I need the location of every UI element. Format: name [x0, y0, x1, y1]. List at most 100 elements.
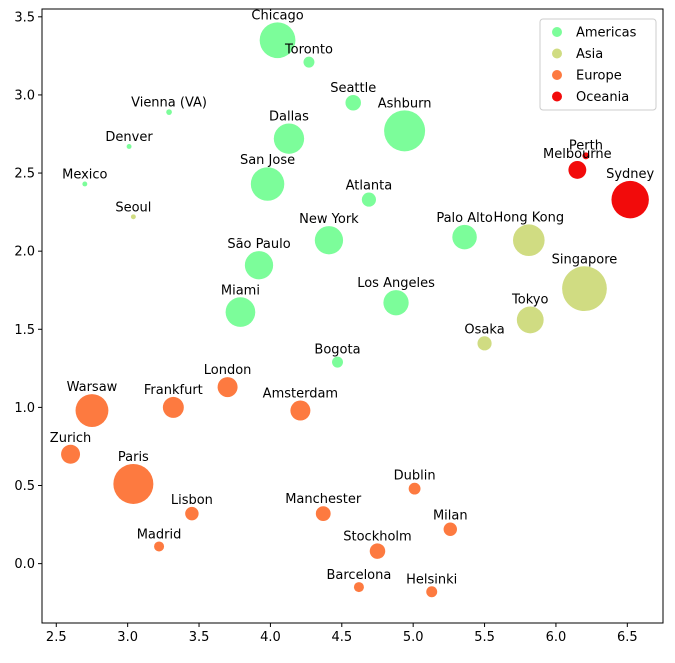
legend-marker-asia	[552, 48, 562, 59]
point-label-zurich: Zurich	[50, 431, 92, 446]
point-label-hong-kong: Hong Kong	[493, 210, 564, 225]
point-denver	[126, 144, 132, 149]
point-atlanta	[361, 192, 376, 207]
point-label-warsaw: Warsaw	[67, 380, 118, 395]
point-barcelona	[353, 582, 364, 593]
point-tokyo	[516, 306, 544, 334]
point-helsinki	[426, 586, 438, 598]
y-axis: 0.0 0.5 1.0 1.5 2.0 2.5 3.0 3.5	[14, 10, 42, 572]
point-madrid	[154, 541, 165, 552]
point-label-mexico: Mexico	[62, 168, 107, 183]
point-london	[217, 377, 238, 398]
point-mexico	[82, 181, 88, 187]
point-osaka	[477, 336, 492, 351]
point-label-ashburn: Ashburn	[378, 96, 432, 111]
point-frankfurt	[162, 396, 184, 418]
point-label-new-york: New York	[299, 212, 359, 227]
y-tick-label: 1.0	[14, 401, 35, 416]
point-chicago	[259, 22, 296, 59]
point-milan	[443, 522, 457, 536]
point-label-san-jose: San Jose	[240, 153, 295, 168]
y-tick-label: 3.0	[14, 88, 35, 103]
point-label-sydney: Sydney	[606, 167, 654, 182]
legend-label-asia: Asia	[576, 47, 603, 62]
point-label-dallas: Dallas	[269, 110, 309, 125]
point-palo-alto	[452, 224, 477, 250]
legend: Americas Asia Europe Oceania	[539, 18, 657, 111]
legend-marker-americas	[552, 27, 562, 37]
point-label-madrid: Madrid	[137, 527, 182, 542]
point-los-angeles	[383, 290, 409, 316]
point-label-london: London	[204, 363, 252, 378]
point-label-atlanta: Atlanta	[346, 179, 393, 194]
point-zurich	[61, 444, 81, 464]
point-label-frankfurt: Frankfurt	[144, 383, 203, 398]
legend-marker-europe	[552, 70, 562, 80]
point-label-toronto: Toronto	[284, 43, 333, 58]
point-seattle	[345, 94, 361, 111]
y-tick-label: 0.0	[14, 557, 35, 572]
point-new-york	[314, 226, 344, 255]
x-axis: 2.5 3.0 3.5 4.0 4.5 5.0 5.5 6.0 6.5	[46, 623, 638, 645]
point-label-bogota: Bogota	[314, 343, 360, 358]
y-tick-label: 3.5	[14, 10, 35, 25]
point-dublin	[408, 482, 421, 495]
point-perth	[582, 152, 590, 160]
x-tick-label: 4.5	[331, 630, 352, 645]
legend-box	[539, 18, 657, 111]
point-san-jose	[250, 167, 285, 201]
point-stockholm	[369, 543, 386, 559]
point-label-miami: Miami	[221, 283, 260, 298]
point-label-dublin: Dublin	[394, 469, 436, 484]
x-tick-label: 6.0	[546, 630, 567, 645]
point-ashburn	[384, 110, 426, 152]
points-layer	[61, 22, 649, 598]
point-label-vienna-va: Vienna (VA)	[131, 95, 207, 110]
point-label-tokyo: Tokyo	[511, 292, 548, 307]
point-miami	[225, 297, 256, 327]
point-sao-paulo	[244, 251, 274, 280]
x-tick-label: 5.5	[474, 630, 495, 645]
point-toronto	[303, 56, 315, 68]
point-sydney	[611, 180, 649, 219]
point-label-perth: Perth	[569, 138, 603, 153]
y-tick-label: 2.5	[14, 167, 35, 182]
point-label-melbourne: Melbourne	[543, 147, 612, 162]
point-lisbon	[185, 506, 199, 521]
point-label-denver: Denver	[105, 130, 153, 145]
x-tick-label: 2.5	[46, 630, 67, 645]
point-label-lisbon: Lisbon	[171, 493, 213, 508]
legend-marker-oceania	[552, 91, 562, 102]
point-label-palo-alto: Palo Alto	[436, 211, 493, 226]
point-label-manchester: Manchester	[285, 492, 362, 507]
point-amsterdam	[290, 400, 311, 421]
point-singapore	[562, 266, 607, 312]
point-label-helsinki: Helsinki	[406, 572, 457, 587]
point-label-stockholm: Stockholm	[343, 529, 411, 544]
point-label-seattle: Seattle	[330, 81, 376, 96]
point-label-paris: Paris	[118, 450, 149, 465]
point-label-seoul: Seoul	[115, 200, 151, 215]
y-tick-label: 0.5	[14, 479, 35, 494]
x-tick-label: 3.5	[189, 630, 210, 645]
legend-label-europe: Europe	[576, 69, 622, 84]
plot-frame	[41, 8, 664, 624]
point-label-los-angeles: Los Angeles	[357, 276, 435, 291]
x-tick-label: 4.0	[260, 630, 281, 645]
point-seoul	[130, 214, 136, 220]
point-bogota	[332, 356, 343, 368]
point-label-amsterdam: Amsterdam	[263, 387, 338, 402]
point-label-milan: Milan	[433, 509, 468, 524]
x-tick-label: 5.0	[403, 630, 424, 645]
point-hong-kong	[512, 224, 545, 257]
point-label-osaka: Osaka	[464, 322, 504, 337]
y-tick-label: 1.5	[14, 323, 35, 338]
point-label-chicago: Chicago	[251, 8, 303, 23]
legend-label-americas: Americas	[576, 26, 637, 41]
point-melbourne	[568, 160, 587, 179]
point-label-sao-paulo: São Paulo	[227, 237, 290, 252]
legend-label-oceania: Oceania	[576, 90, 629, 105]
point-dallas	[273, 123, 305, 154]
